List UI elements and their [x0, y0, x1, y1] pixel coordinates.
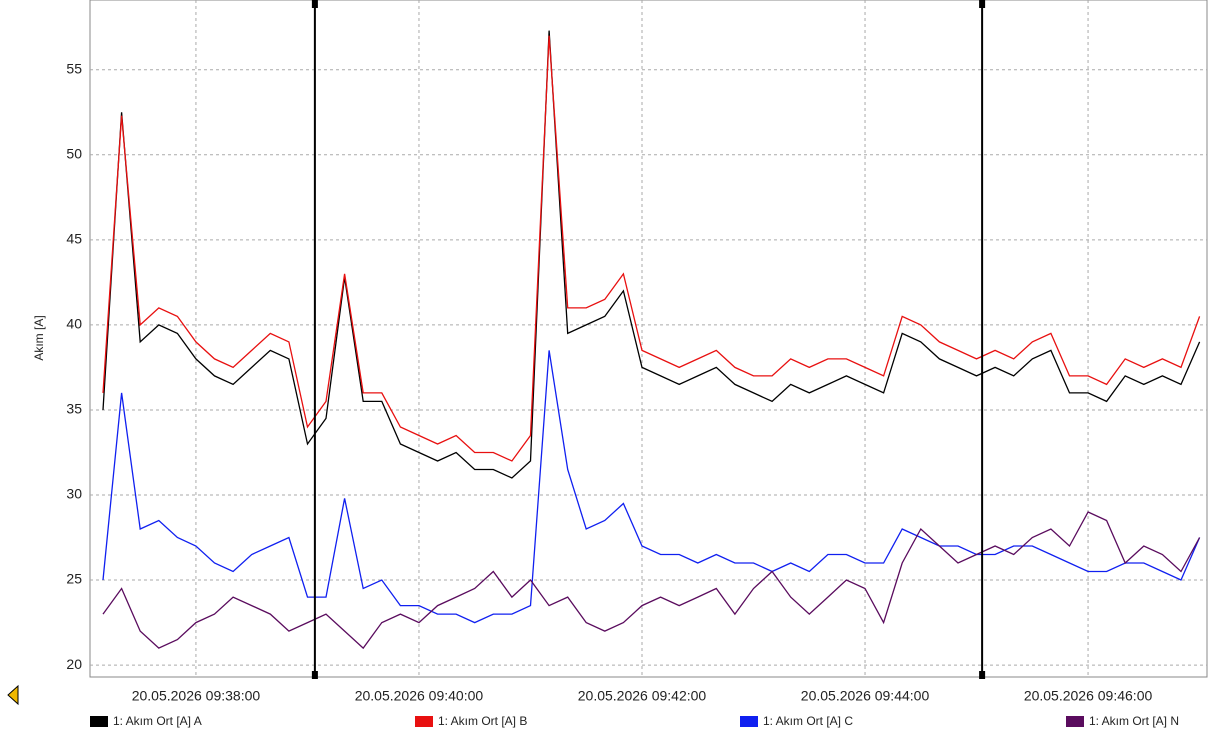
legend-swatch: [1066, 716, 1084, 727]
cursor-handle: [311, 0, 318, 8]
y-tick-label: 20: [66, 656, 82, 672]
series-line: [102, 35, 1201, 462]
series-line: [102, 511, 1201, 650]
x-tick-label: 20.05.2026 09:42:00: [578, 688, 707, 704]
series-line: [102, 30, 1201, 479]
legend-swatch: [90, 716, 108, 727]
series-line: [102, 350, 1201, 624]
x-tick-label: 20.05.2026 09:38:00: [132, 688, 261, 704]
cursor-handle: [979, 0, 986, 8]
x-tick-label: 20.05.2026 09:40:00: [355, 688, 484, 704]
y-tick-label: 25: [66, 571, 82, 587]
y-axis-label: Akım [A]: [32, 315, 46, 360]
legend-swatch: [415, 716, 433, 727]
x-tick-label: 20.05.2026 09:44:00: [801, 688, 930, 704]
legend-swatch: [740, 716, 758, 727]
legend-label: 1: Akım Ort [A] A: [113, 714, 202, 728]
plot-area: [89, 0, 1208, 678]
cursor-handle: [979, 671, 986, 679]
cursor-handle: [311, 671, 318, 679]
legend-label: 1: Akım Ort [A] N: [1089, 714, 1179, 728]
y-tick-label: 35: [66, 401, 82, 417]
legend-label: 1: Akım Ort [A] B: [438, 714, 527, 728]
y-tick-label: 55: [66, 60, 82, 76]
y-tick-label: 30: [66, 486, 82, 502]
x-tick-label: 20.05.2026 09:46:00: [1024, 688, 1153, 704]
scroll-left-button[interactable]: [7, 684, 19, 706]
y-tick-label: 45: [66, 231, 82, 247]
legend-label: 1: Akım Ort [A] C: [763, 714, 853, 728]
y-tick-label: 50: [66, 145, 82, 161]
y-tick-label: 40: [66, 316, 82, 332]
